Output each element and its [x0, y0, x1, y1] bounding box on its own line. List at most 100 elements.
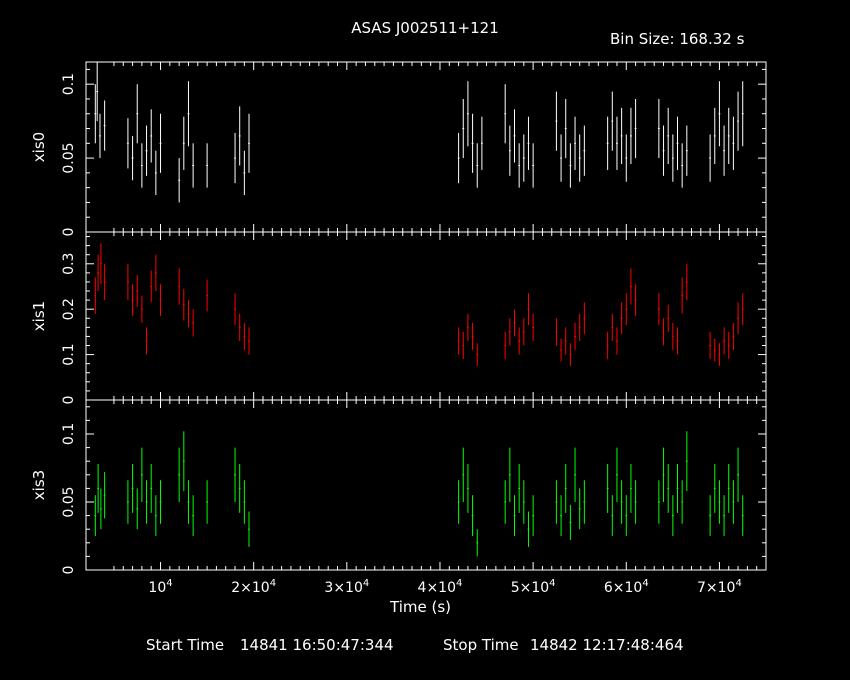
- x-tick-label: 2×104: [231, 578, 276, 596]
- data-point-xis3: [103, 472, 106, 519]
- data-point-xis0: [103, 100, 106, 151]
- data-point-xis3: [187, 480, 190, 524]
- data-point-xis0: [732, 116, 735, 170]
- data-point-xis0: [611, 91, 614, 151]
- data-point-xis3: [467, 463, 469, 513]
- data-point-xis3: [630, 463, 632, 513]
- data-point-xis1: [508, 318, 511, 346]
- data-point-xis1: [709, 331, 712, 360]
- data-point-xis1: [620, 302, 623, 335]
- data-point-xis1: [182, 288, 185, 321]
- data-point-xis1: [625, 293, 628, 326]
- data-point-xis0: [727, 107, 730, 164]
- data-point-xis0: [159, 113, 162, 173]
- data-point-xis1: [713, 338, 716, 362]
- y-tick-label: 0.3: [61, 253, 77, 275]
- data-point-xis1: [476, 343, 479, 366]
- data-point-xis1: [131, 284, 134, 316]
- data-point-xis3: [131, 463, 134, 513]
- data-point-xis0: [657, 98, 660, 159]
- data-point-xis1: [192, 309, 195, 337]
- data-point-xis0: [737, 91, 739, 151]
- data-point-xis0: [508, 125, 511, 176]
- data-point-xis1: [555, 318, 558, 346]
- data-point-xis0: [145, 125, 148, 176]
- data-point-xis1: [238, 313, 241, 341]
- x-tick-label: 6×104: [604, 578, 649, 596]
- data-point-xis1: [178, 268, 181, 305]
- x-tick-label: 4×104: [418, 578, 463, 596]
- data-point-xis0: [131, 135, 134, 181]
- data-point-xis0: [127, 118, 129, 169]
- data-point-xis3: [657, 480, 660, 524]
- data-point-xis0: [527, 116, 530, 170]
- data-point-xis3: [206, 480, 208, 524]
- data-point-xis3: [564, 463, 567, 513]
- data-point-xis3: [150, 463, 153, 513]
- data-point-xis3: [732, 480, 735, 524]
- data-point-xis0: [718, 81, 721, 147]
- data-point-xis3: [667, 463, 670, 513]
- data-point-xis3: [522, 480, 525, 524]
- data-point-xis0: [625, 134, 628, 182]
- data-point-xis3: [681, 480, 684, 524]
- data-point-xis0: [504, 84, 507, 144]
- data-point-xis0: [634, 98, 637, 159]
- data-point-xis3: [671, 495, 674, 536]
- data-point-xis0: [630, 107, 632, 164]
- data-point-xis0: [140, 143, 143, 188]
- data-point-xis0: [723, 125, 725, 176]
- x-tick-label: 5×104: [511, 578, 556, 596]
- data-point-xis0: [476, 143, 479, 188]
- data-point-xis0: [564, 98, 567, 159]
- data-point-xis0: [192, 143, 195, 188]
- data-point-xis0: [583, 125, 586, 176]
- y-tick-label: 0.1: [61, 343, 77, 365]
- data-point-xis3: [462, 447, 465, 502]
- data-point-xis3: [620, 480, 623, 524]
- data-point-xis1: [522, 318, 525, 346]
- y-tick-label: 0: [61, 228, 77, 237]
- y-tick-label: 0.05: [61, 143, 77, 174]
- data-point-xis0: [662, 125, 665, 176]
- data-point-xis3: [159, 480, 162, 524]
- data-point-xis0: [606, 116, 609, 170]
- data-point-xis0: [671, 134, 674, 182]
- data-point-xis3: [574, 447, 576, 502]
- data-point-xis1: [462, 331, 465, 360]
- data-point-xis1: [145, 327, 148, 355]
- data-point-xis0: [713, 107, 716, 164]
- data-point-xis1: [234, 293, 236, 326]
- data-point-xis3: [248, 511, 250, 547]
- y-axis-label-xis1: xis1: [30, 301, 48, 331]
- data-point-xis1: [127, 263, 129, 301]
- data-point-xis1: [159, 284, 162, 316]
- data-point-xis3: [192, 495, 195, 536]
- data-point-xis1: [248, 327, 250, 355]
- data-point-xis0: [467, 81, 469, 147]
- data-point-xis1: [154, 254, 157, 292]
- data-point-xis0: [99, 113, 101, 159]
- data-point-xis3: [182, 431, 185, 492]
- data-point-xis1: [681, 277, 684, 314]
- data-point-xis0: [518, 143, 521, 188]
- data-point-xis0: [187, 81, 190, 147]
- data-point-xis1: [723, 327, 725, 355]
- data-point-xis0: [136, 84, 139, 144]
- data-point-xis1: [504, 331, 507, 360]
- data-point-xis3: [569, 504, 572, 541]
- data-point-xis0: [685, 125, 688, 176]
- data-point-xis3: [606, 463, 609, 513]
- data-point-xis0: [620, 107, 623, 164]
- data-point-xis0: [150, 109, 153, 163]
- data-point-xis3: [94, 495, 97, 536]
- data-point-xis3: [713, 463, 716, 513]
- data-point-xis0: [238, 106, 241, 166]
- y-tick-label: 0: [61, 566, 77, 575]
- data-point-xis1: [606, 331, 609, 360]
- data-point-xis0: [532, 143, 535, 188]
- data-point-xis3: [234, 447, 236, 502]
- data-point-xis3: [127, 480, 129, 524]
- data-point-xis3: [676, 463, 679, 513]
- data-point-xis1: [97, 254, 100, 292]
